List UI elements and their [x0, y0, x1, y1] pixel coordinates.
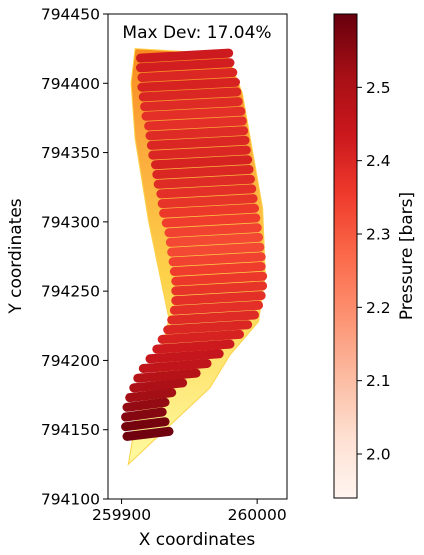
data-row: [161, 213, 261, 228]
data-row: [167, 242, 265, 257]
data-row: [144, 116, 247, 131]
colorbar-label: Pressure [bars]: [397, 192, 417, 320]
data-row: [151, 155, 253, 170]
data-row: [169, 262, 266, 276]
colorbar-tick-label: 2.3: [366, 226, 391, 244]
data-row: [167, 310, 259, 325]
data-row: [122, 397, 170, 412]
colorbar-tick-label: 2.5: [366, 79, 391, 97]
data-row: [145, 126, 249, 141]
plot-area: [121, 48, 268, 466]
data-row: [156, 184, 257, 199]
data-row: [141, 106, 246, 121]
x-ticks: 259900 260000: [92, 499, 287, 524]
data-row: [136, 58, 235, 73]
data-row: [157, 194, 258, 209]
data-row: [171, 271, 268, 286]
data-row: [163, 320, 253, 335]
colorbar-ticks: 2.0 2.1 2.2 2.3 2.4 2.5: [357, 79, 391, 464]
colorbar-tick-label: 2.4: [366, 152, 391, 170]
data-row: [137, 77, 240, 92]
y-tick-label: 794300: [41, 213, 100, 231]
y-tick-label: 794250: [41, 283, 100, 301]
x-axis-label: X coordinates: [139, 530, 256, 550]
data-row: [157, 329, 244, 344]
colorbar-tick-label: 2.1: [366, 372, 391, 390]
y-tick-label: 794150: [41, 421, 100, 439]
data-row: [159, 203, 259, 218]
data-row: [125, 388, 177, 403]
data-row: [137, 68, 238, 82]
data-row: [140, 97, 243, 112]
data-row: [121, 407, 167, 422]
data-row: [171, 291, 266, 306]
data-row: [153, 174, 255, 189]
colorbar: [333, 13, 358, 499]
data-row: [133, 368, 201, 383]
data-row: [145, 349, 224, 364]
y-axis-label: Y coordinates: [6, 198, 26, 314]
data-row: [152, 339, 235, 354]
data-row: [138, 359, 212, 373]
y-tick-label: 794100: [41, 491, 100, 509]
data-row: [148, 145, 251, 160]
data-row: [152, 165, 254, 179]
data-row: [165, 232, 263, 247]
y-tick-label: 794200: [41, 352, 100, 370]
data-row: [169, 300, 263, 315]
y-tick-label: 794400: [41, 75, 100, 93]
data-row: [171, 281, 268, 296]
y-tick-label: 794350: [41, 144, 100, 162]
x-tick-label: 260000: [228, 506, 287, 524]
axes-frame: [107, 13, 288, 500]
data-row: [136, 48, 234, 63]
data-row: [138, 87, 242, 102]
data-row: [146, 135, 250, 150]
data-row: [164, 223, 262, 238]
data-row: [129, 378, 188, 393]
data-row: [168, 252, 266, 267]
data-row: [122, 426, 174, 441]
y-tick-label: 794450: [41, 6, 100, 24]
colorbar-tick-label: 2.2: [366, 299, 391, 317]
max-dev-annotation: Max Dev: 17.04%: [122, 23, 271, 43]
colorbar-tick-label: 2.0: [366, 446, 391, 464]
data-row: [121, 417, 170, 432]
y-ticks: 794100 794150 794200 794250 794300 794350 7944…: [41, 6, 108, 509]
data-rows: [121, 48, 268, 441]
x-tick-label: 259900: [92, 506, 151, 524]
